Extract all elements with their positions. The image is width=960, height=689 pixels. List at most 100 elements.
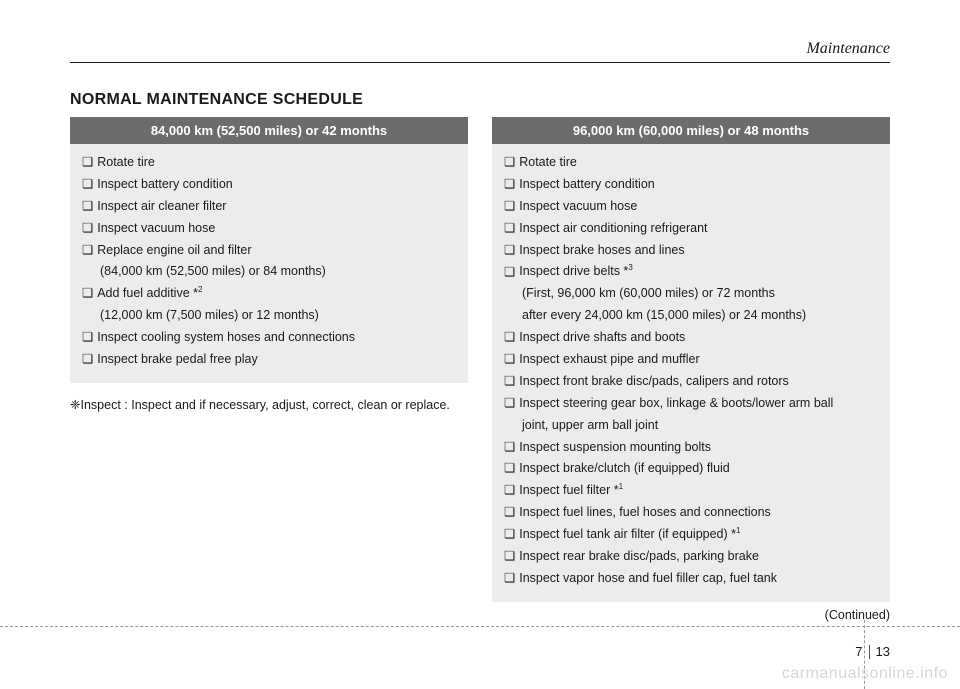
footnote-sup: 1 (736, 526, 740, 535)
item-text: Inspect front brake disc/pads, calipers … (519, 374, 789, 388)
item-text: Inspect cooling system hoses and connect… (97, 330, 355, 344)
bullet-icon: ❏ (504, 549, 515, 563)
bullet-icon: ❏ (504, 505, 515, 519)
item-sub: (84,000 km (52,500 miles) or 84 months) (82, 261, 456, 283)
item-text: Inspect brake/clutch (if equipped) fluid (519, 461, 730, 475)
list-item: ❏ Inspect brake/clutch (if equipped) flui… (504, 458, 878, 480)
list-item: ❏Inspect air cleaner filter (82, 196, 456, 218)
item-text: Inspect suspension mounting bolts (519, 440, 711, 454)
item-text: Inspect battery condition (97, 177, 233, 191)
footnote-sup: 1 (619, 482, 623, 491)
footnote-sup: 2 (198, 285, 202, 294)
bullet-icon: ❏ (504, 177, 515, 191)
list-item: ❏ Inspect rear brake disc/pads, parking b… (504, 546, 878, 568)
left-box-header: 84,000 km (52,500 miles) or 42 months (70, 117, 468, 144)
list-item: ❏Inspect steering gear box, linkage & bo… (504, 393, 878, 415)
right-column: 96,000 km (60,000 miles) or 48 months ❏R… (492, 117, 890, 622)
bullet-icon: ❏ (82, 352, 93, 366)
item-text: Replace engine oil and filter (97, 243, 251, 257)
list-item: ❏ Inspect vapor hose and fuel filler cap,… (504, 568, 878, 590)
item-text: Inspect fuel filter * (519, 483, 618, 497)
list-item: ❏Inspect battery condition (82, 174, 456, 196)
item-sub: (12,000 km (7,500 miles) or 12 months) (82, 305, 456, 327)
bullet-icon: ❏ (504, 199, 515, 213)
bullet-icon: ❏ (82, 330, 93, 344)
bullet-icon: ❏ (504, 243, 515, 257)
cut-line-horizontal (0, 626, 960, 627)
item-text: Inspect battery condition (519, 177, 655, 191)
right-box-header: 96,000 km (60,000 miles) or 48 months (492, 117, 890, 144)
bullet-icon: ❏ (504, 527, 515, 541)
bullet-icon: ❏ (82, 286, 93, 300)
bullet-icon: ❏ (504, 571, 515, 585)
item-sub: after every 24,000 km (15,000 miles) or … (504, 305, 878, 327)
list-item: ❏ Inspect fuel lines, fuel hoses and conn… (504, 502, 878, 524)
list-item: ❏ Inspect brake pedal free play (82, 349, 456, 371)
bullet-icon: ❏ (82, 243, 93, 257)
bullet-icon: ❏ (504, 396, 515, 410)
list-item: ❏ Add fuel additive *2 (82, 283, 456, 305)
item-text: Inspect vapor hose and fuel filler cap, … (519, 571, 777, 585)
list-item: ❏ Inspect cooling system hoses and connec… (82, 327, 456, 349)
list-item: ❏ Inspect fuel tank air filter (if equipp… (504, 524, 878, 546)
list-item: ❏ Inspect front brake disc/pads, calipers… (504, 371, 878, 393)
watermark: carmanualsonline.info (782, 665, 948, 683)
bullet-icon: ❏ (504, 461, 515, 475)
item-text: Inspect fuel tank air filter (if equippe… (519, 527, 736, 541)
item-text: Inspect brake pedal free play (97, 352, 258, 366)
list-item: ❏ Inspect fuel filter *1 (504, 480, 878, 502)
bullet-icon: ❏ (504, 483, 515, 497)
page: Maintenance NORMAL MAINTENANCE SCHEDULE … (0, 0, 960, 689)
item-text: Inspect exhaust pipe and muffler (519, 352, 699, 366)
bullet-icon: ❏ (504, 221, 515, 235)
bullet-icon: ❏ (504, 374, 515, 388)
note-label: Inspect : (80, 395, 131, 415)
item-text: Inspect fuel lines, fuel hoses and conne… (519, 505, 771, 519)
item-text: Inspect drive shafts and boots (519, 330, 685, 344)
bullet-icon: ❏ (504, 440, 515, 454)
right-box: 96,000 km (60,000 miles) or 48 months ❏R… (492, 117, 890, 602)
columns: 84,000 km (52,500 miles) or 42 months ❏R… (70, 117, 890, 622)
bullet-icon: ❏ (504, 330, 515, 344)
header-title: Maintenance (806, 40, 890, 57)
list-item: ❏ Inspect brake hoses and lines (504, 240, 878, 262)
item-text: Inspect air conditioning refrigerant (519, 221, 707, 235)
item-sub: (First, 96,000 km (60,000 miles) or 72 m… (504, 283, 878, 305)
page-number-separator (869, 645, 870, 659)
item-text: Add fuel additive * (97, 286, 198, 300)
list-item: ❏Rotate tire (82, 152, 456, 174)
item-text: Inspect vacuum hose (519, 199, 637, 213)
bullet-icon: ❏ (504, 265, 515, 279)
right-box-body: ❏Rotate tire❏Inspect battery condition❏I… (492, 144, 890, 594)
list-item: ❏ Inspect vacuum hose (82, 218, 456, 240)
item-continuation: joint, upper arm ball joint (504, 415, 878, 437)
bullet-icon: ❏ (82, 221, 93, 235)
list-item: ❏ Replace engine oil and filter (82, 240, 456, 262)
note-text: Inspect and if necessary, adjust, correc… (131, 395, 468, 415)
note-mark: ❈ (70, 395, 80, 415)
left-box-body: ❏Rotate tire❏Inspect battery condition❏I… (70, 144, 468, 375)
item-text: Inspect vacuum hose (97, 221, 215, 235)
list-item: ❏Rotate tire (504, 152, 878, 174)
footnote-sup: 3 (628, 263, 632, 272)
item-text: Inspect rear brake disc/pads, parking br… (519, 549, 759, 563)
item-text: Inspect brake hoses and lines (519, 243, 684, 257)
left-column: 84,000 km (52,500 miles) or 42 months ❏R… (70, 117, 468, 622)
list-item: ❏ Inspect air conditioning refrigerant (504, 218, 878, 240)
inspect-note: ❈ Inspect : Inspect and if necessary, ad… (70, 395, 468, 415)
list-item: ❏ Inspect suspension mounting bolts (504, 437, 878, 459)
item-text: Inspect drive belts * (519, 265, 628, 279)
page-number: 7 13 (855, 644, 890, 659)
list-item: ❏ Inspect vacuum hose (504, 196, 878, 218)
list-item: ❏ Inspect drive belts *3 (504, 261, 878, 283)
page-index: 13 (876, 644, 890, 659)
continued-label: (Continued) (492, 608, 890, 622)
bullet-icon: ❏ (504, 352, 515, 366)
bullet-icon: ❏ (82, 199, 93, 213)
chapter-number: 7 (855, 644, 862, 659)
list-item: ❏ Inspect drive shafts and boots (504, 327, 878, 349)
page-header: Maintenance (70, 40, 890, 63)
left-box: 84,000 km (52,500 miles) or 42 months ❏R… (70, 117, 468, 383)
list-item: ❏ Inspect battery condition (504, 174, 878, 196)
item-text: Rotate tire (519, 155, 577, 169)
